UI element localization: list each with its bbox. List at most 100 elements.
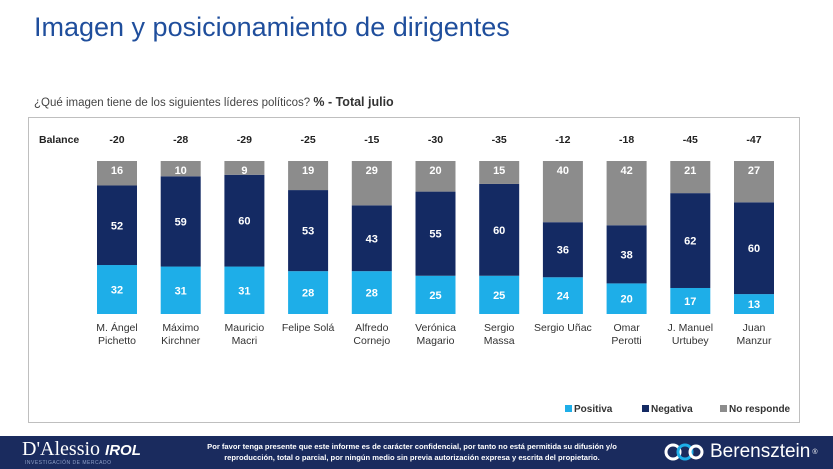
bar-segment-positiva [415, 275, 456, 314]
bar-segment-negativa [97, 185, 137, 266]
bar-segment-positiva [160, 266, 201, 314]
data-label: 19 [302, 165, 314, 177]
dalessio-name: D'Alessio [22, 438, 101, 460]
legend-swatch [642, 405, 649, 412]
data-label: 25 [429, 290, 441, 302]
bar-segment-negativa [415, 191, 456, 276]
data-label: 31 [238, 285, 250, 297]
category-label: Mauricio [225, 322, 265, 334]
berensztein-name: Berensztein [710, 441, 811, 462]
data-label: 59 [175, 216, 187, 228]
balance-value: -12 [555, 134, 570, 146]
bar-segment-positiva [351, 271, 392, 314]
bar-segment-positiva [670, 287, 711, 314]
data-label: 36 [557, 245, 569, 257]
data-label: 17 [684, 296, 696, 308]
data-label: 38 [620, 249, 632, 261]
bar-segment-positiva [542, 277, 583, 314]
category-label: Kirchner [161, 335, 201, 347]
bar-segment-no-responde [734, 161, 774, 203]
data-label: 20 [620, 294, 632, 306]
data-label: 25 [493, 290, 505, 302]
question-text: ¿Qué imagen tiene de los siguientes líde… [34, 97, 311, 109]
balance-value: -45 [683, 134, 698, 146]
data-label: 28 [302, 288, 314, 300]
category-label: Omar [613, 322, 640, 334]
data-label: 52 [111, 220, 123, 232]
data-label: 60 [748, 243, 760, 255]
balance-value: -15 [364, 134, 379, 146]
category-label: Pichetto [98, 335, 136, 347]
category-label: Alfredo [355, 322, 388, 334]
category-label: Manzur [736, 335, 772, 347]
registered-mark: ® [812, 448, 818, 456]
chart-question: ¿Qué imagen tiene de los siguientes líde… [34, 95, 394, 109]
data-label: 27 [748, 165, 760, 177]
bar-segment-negativa [351, 205, 392, 272]
berensztein-logo: Berensztein ® [664, 440, 818, 464]
bar-segment-no-responde [351, 161, 392, 206]
data-label: 42 [620, 165, 632, 177]
data-label: 10 [175, 165, 187, 177]
bar-segment-negativa [542, 222, 583, 278]
bar-segment-no-responde [224, 161, 265, 175]
bar-segment-negativa [224, 174, 265, 267]
legend-swatch [565, 405, 572, 412]
balance-value: -30 [428, 134, 443, 146]
bar-segment-negativa [670, 193, 711, 288]
balance-value: -29 [237, 134, 252, 146]
category-label: Sergio [484, 322, 515, 334]
data-label: 15 [493, 165, 505, 177]
data-label: 24 [557, 291, 570, 303]
category-label: Juan [743, 322, 766, 334]
bar-segment-negativa [160, 176, 201, 267]
data-label: 21 [684, 165, 696, 177]
balance-value: -47 [746, 134, 761, 146]
category-label: Cornejo [353, 335, 390, 347]
question-suffix: % - Total julio [313, 95, 394, 109]
category-label: Macri [232, 335, 258, 347]
balance-label: Balance [39, 134, 79, 146]
data-label: 20 [429, 165, 441, 177]
disclaimer-line-2: reproducción, total o parcial, por ningú… [224, 453, 600, 462]
legend-swatch [720, 405, 727, 412]
data-label: 16 [111, 165, 123, 177]
balance-value: -18 [619, 134, 634, 146]
bar-segment-positiva [479, 275, 520, 314]
balance-value: -20 [109, 134, 124, 146]
data-label: 28 [366, 288, 378, 300]
bar-segment-negativa [734, 202, 774, 295]
category-label: Felipe Solá [282, 322, 335, 334]
data-label: 43 [366, 233, 378, 245]
data-label: 55 [429, 229, 441, 241]
category-label: M. Ángel [96, 321, 137, 334]
bar-segment-negativa [606, 225, 647, 284]
balance-value: -28 [173, 134, 188, 146]
bar-segment-positiva [97, 265, 137, 314]
legend-label: Negativa [651, 404, 693, 415]
bar-segment-no-responde [606, 161, 647, 226]
dalessio-logo: D'Alessio IROL [22, 438, 141, 461]
data-label: 13 [748, 299, 760, 311]
bar-segment-no-responde [415, 161, 456, 192]
category-label: Magario [417, 335, 455, 347]
category-label: Massa [484, 335, 515, 347]
bar-segment-no-responde [160, 161, 201, 177]
bar-segment-no-responde [288, 161, 329, 191]
data-label: 62 [684, 236, 696, 248]
category-label: Máximo [162, 322, 199, 334]
data-label: 53 [302, 226, 314, 238]
dalessio-tagline: INVESTIGACIÓN DE MERCADO [25, 460, 112, 466]
data-label: 60 [238, 216, 250, 228]
bar-segment-no-responde [670, 161, 711, 194]
balance-value: -35 [492, 134, 507, 146]
category-label: J. Manuel [668, 322, 714, 334]
data-label: 40 [557, 165, 569, 177]
legend-label: Positiva [574, 404, 613, 415]
balance-value: -25 [301, 134, 316, 146]
disclaimer-line-1: Por favor tenga presente que este inform… [207, 442, 617, 451]
bar-segment-no-responde [97, 161, 137, 186]
bar-segment-positiva [606, 283, 647, 314]
data-label: 60 [493, 225, 505, 237]
